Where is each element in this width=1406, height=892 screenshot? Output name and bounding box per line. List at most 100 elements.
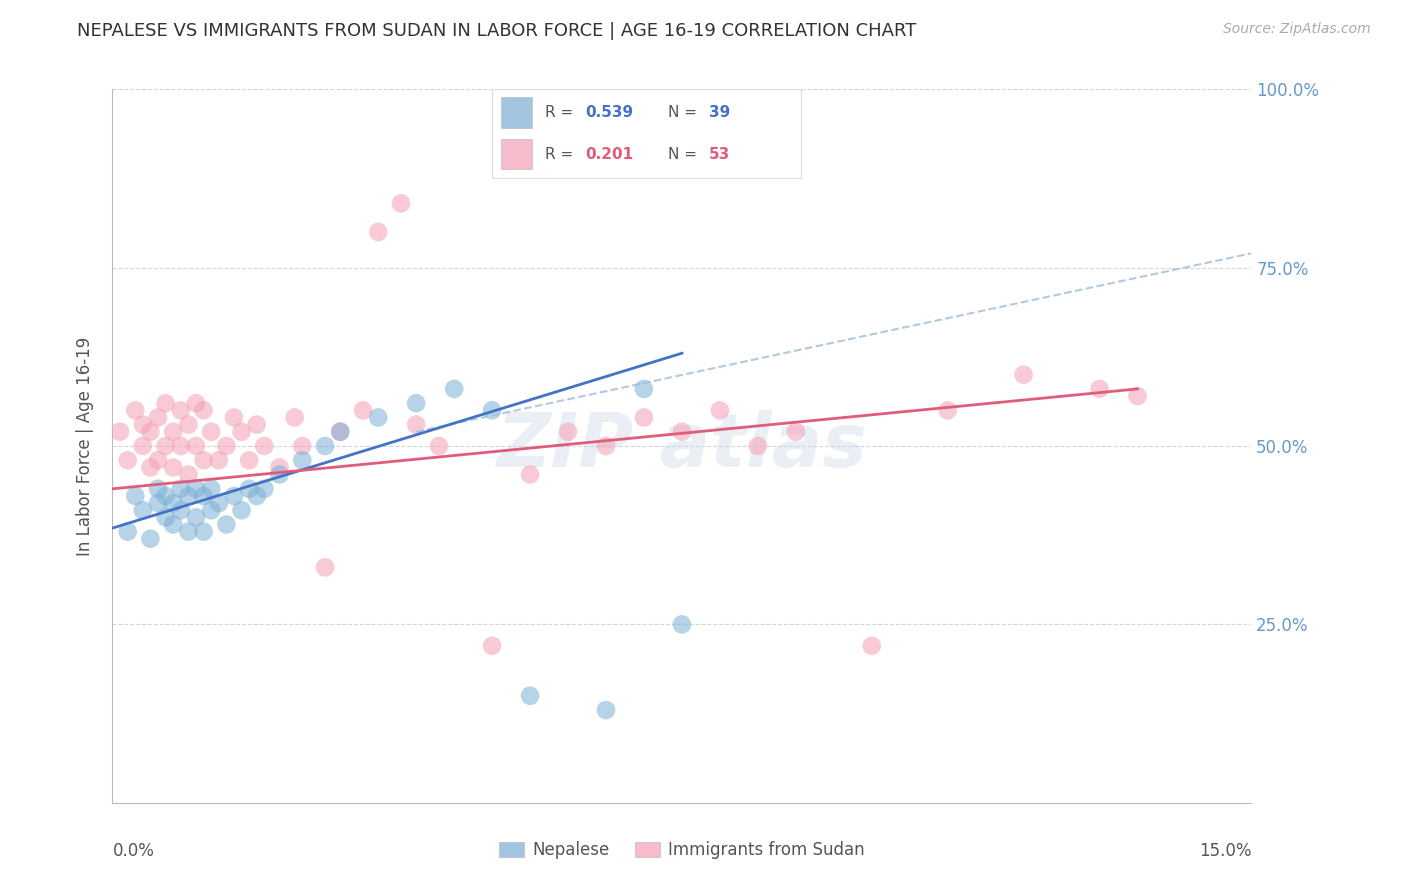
Point xyxy=(747,439,769,453)
Point xyxy=(162,460,184,475)
Point xyxy=(291,439,314,453)
Point xyxy=(155,510,177,524)
Point xyxy=(352,403,374,417)
FancyBboxPatch shape xyxy=(502,139,533,169)
Point xyxy=(367,410,389,425)
Point xyxy=(860,639,883,653)
Text: NEPALESE VS IMMIGRANTS FROM SUDAN IN LABOR FORCE | AGE 16-19 CORRELATION CHART: NEPALESE VS IMMIGRANTS FROM SUDAN IN LAB… xyxy=(77,22,917,40)
Point xyxy=(785,425,807,439)
Point xyxy=(184,482,207,496)
Point xyxy=(671,425,693,439)
Point xyxy=(215,517,238,532)
Point xyxy=(162,425,184,439)
Point xyxy=(132,417,155,432)
Y-axis label: In Labor Force | Age 16-19: In Labor Force | Age 16-19 xyxy=(76,336,94,556)
Point xyxy=(329,425,352,439)
Point xyxy=(193,403,215,417)
Point xyxy=(481,403,503,417)
Point xyxy=(184,510,207,524)
Point xyxy=(443,382,465,396)
Text: 15.0%: 15.0% xyxy=(1199,842,1251,860)
Text: 39: 39 xyxy=(709,105,730,120)
Point xyxy=(162,496,184,510)
Point xyxy=(215,439,238,453)
Point xyxy=(222,489,245,503)
Point xyxy=(162,517,184,532)
Point xyxy=(314,439,336,453)
Point xyxy=(193,524,215,539)
Point xyxy=(193,489,215,503)
Point xyxy=(208,496,231,510)
Point xyxy=(246,417,269,432)
Point xyxy=(177,467,200,482)
Point xyxy=(146,482,169,496)
Point xyxy=(1012,368,1035,382)
Point xyxy=(170,482,193,496)
Point xyxy=(557,425,579,439)
Point xyxy=(155,439,177,453)
Point xyxy=(291,453,314,467)
Point xyxy=(177,524,200,539)
Point xyxy=(709,403,731,417)
Point xyxy=(246,489,269,503)
Point xyxy=(146,453,169,467)
Point xyxy=(177,489,200,503)
Text: Source: ZipAtlas.com: Source: ZipAtlas.com xyxy=(1223,22,1371,37)
Text: 0.201: 0.201 xyxy=(585,147,633,161)
Point xyxy=(117,453,139,467)
Text: R =: R = xyxy=(544,147,578,161)
Text: 0.539: 0.539 xyxy=(585,105,633,120)
Point xyxy=(132,439,155,453)
Point xyxy=(481,639,503,653)
Point xyxy=(193,453,215,467)
Point xyxy=(405,396,427,410)
Point xyxy=(314,560,336,574)
Point xyxy=(595,439,617,453)
Point xyxy=(1126,389,1149,403)
Point xyxy=(184,396,207,410)
Point xyxy=(208,453,231,467)
Point xyxy=(238,453,260,467)
FancyBboxPatch shape xyxy=(502,97,533,128)
Point xyxy=(1088,382,1111,396)
Point xyxy=(124,403,146,417)
Point xyxy=(595,703,617,717)
Point xyxy=(671,617,693,632)
Point xyxy=(155,489,177,503)
Point xyxy=(427,439,450,453)
Point xyxy=(519,689,541,703)
Text: 0.0%: 0.0% xyxy=(112,842,155,860)
Point xyxy=(139,460,162,475)
Point xyxy=(253,482,276,496)
Point xyxy=(200,425,222,439)
Point xyxy=(519,467,541,482)
Point xyxy=(184,439,207,453)
Text: ZIP atlas: ZIP atlas xyxy=(496,409,868,483)
Point xyxy=(284,410,307,425)
Legend: Nepalese, Immigrants from Sudan: Nepalese, Immigrants from Sudan xyxy=(492,835,872,866)
Point xyxy=(200,503,222,517)
Point xyxy=(389,196,412,211)
Point xyxy=(146,496,169,510)
Point xyxy=(936,403,959,417)
Point xyxy=(253,439,276,453)
Point xyxy=(269,460,291,475)
Point xyxy=(269,467,291,482)
Point xyxy=(124,489,146,503)
Point xyxy=(170,439,193,453)
Point xyxy=(170,403,193,417)
Point xyxy=(329,425,352,439)
Point xyxy=(132,503,155,517)
Point xyxy=(405,417,427,432)
Point xyxy=(108,425,131,439)
Point xyxy=(139,532,162,546)
Point xyxy=(633,410,655,425)
Point xyxy=(170,503,193,517)
Point xyxy=(231,503,253,517)
Text: N =: N = xyxy=(668,147,702,161)
Point xyxy=(117,524,139,539)
Point xyxy=(231,425,253,439)
Text: R =: R = xyxy=(544,105,578,120)
Point xyxy=(238,482,260,496)
Point xyxy=(139,425,162,439)
